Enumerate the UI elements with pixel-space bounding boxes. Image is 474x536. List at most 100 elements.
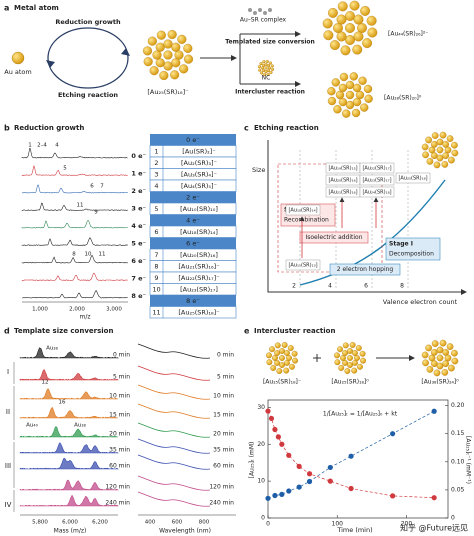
table-cell: 7	[154, 251, 158, 259]
data-point	[390, 431, 396, 437]
table-cell: 8	[154, 262, 158, 270]
label: [Au₄₄(SR)₂₆]²⁻	[388, 31, 428, 38]
atom	[262, 60, 266, 64]
table-cell: [Au₂₃(SR)₁₇]	[180, 285, 218, 293]
atom	[446, 135, 454, 142]
atom	[347, 355, 353, 361]
atom	[425, 136, 432, 144]
data-point	[431, 495, 437, 501]
species-label: [Au₁₉(SR)₁₅]	[328, 166, 357, 172]
time-label: 240 min	[105, 500, 130, 507]
spectrum	[19, 495, 119, 507]
table-cell	[149, 306, 237, 319]
complex-atom	[258, 8, 262, 12]
panel-letter: e	[244, 327, 250, 336]
uv-trace	[137, 422, 211, 438]
label: [Au₃₈(SR)₂₄]⁰	[421, 379, 459, 386]
atom	[430, 152, 438, 160]
row-label: 5 e⁻	[131, 240, 146, 248]
atom	[349, 342, 356, 348]
table-cell: [Au₂(SR)₃]⁻	[181, 159, 217, 167]
table-cell: 11	[152, 308, 160, 316]
species-label: [Au₂₀(SR)₁₆]	[328, 178, 357, 184]
atom	[441, 369, 449, 376]
tick-label: 400	[145, 520, 156, 526]
species-box	[285, 259, 321, 271]
spectrum	[19, 369, 119, 381]
atom	[174, 50, 184, 60]
atom	[355, 90, 365, 100]
label: Etching reaction	[58, 91, 118, 99]
atom	[433, 161, 441, 169]
atom	[362, 38, 373, 49]
atom	[264, 66, 268, 70]
stage-label: II	[6, 408, 10, 416]
atom	[266, 352, 272, 359]
atom	[336, 31, 347, 42]
y2-tick-label: 0	[451, 515, 455, 522]
growth-curve	[299, 179, 446, 286]
time-label: 0 min	[113, 352, 130, 359]
atom	[428, 146, 436, 154]
atom	[425, 344, 432, 352]
atom	[179, 64, 189, 74]
table-header	[150, 134, 236, 146]
atom	[426, 366, 434, 373]
time-label: 120 min	[105, 484, 130, 491]
peak-label: 11	[77, 203, 84, 209]
time-label: 35 min	[213, 447, 234, 454]
label: NC	[262, 75, 271, 82]
spectrum	[21, 165, 128, 176]
data-point	[431, 408, 437, 414]
atom	[274, 359, 281, 366]
atom	[337, 1, 348, 12]
atom	[448, 364, 455, 372]
y-tick-label: 20	[257, 441, 265, 448]
atom	[149, 66, 159, 76]
atom	[183, 54, 194, 64]
atom	[289, 363, 295, 370]
time-label: 20 min	[213, 431, 234, 438]
atom	[342, 359, 349, 366]
table-cell: [Au₂₁(SR)₁₆]⁻	[178, 262, 219, 270]
atom	[451, 149, 459, 157]
atom	[327, 7, 338, 18]
atom	[353, 14, 364, 25]
atom	[442, 140, 450, 148]
table-cell: [Au₁₈(SR)₁₄]	[180, 228, 218, 236]
table-cell: [Au₂₅(SR)₁₈]⁻	[178, 308, 219, 316]
atom	[155, 58, 165, 68]
atom	[436, 154, 444, 162]
time-label: 10 min	[213, 393, 234, 400]
stage-label: III	[5, 462, 11, 470]
data-point	[279, 441, 285, 447]
data-point	[286, 488, 292, 494]
peak-label: 10	[85, 252, 92, 258]
atom	[287, 345, 294, 351]
x-tick-label: 0	[266, 521, 270, 528]
row-label: 2 e⁻	[131, 187, 146, 195]
atom	[354, 355, 360, 361]
atom	[163, 50, 173, 60]
atom	[442, 348, 450, 356]
peak-label: 7	[100, 184, 104, 190]
species-label: [Au₁₈(SR)₁₄]	[288, 208, 317, 214]
atom	[353, 31, 364, 42]
atom	[279, 362, 285, 368]
y2-axis-label: [Au₂₅]ₜ⁻¹ (mM⁻¹)	[465, 436, 472, 484]
atom	[430, 348, 438, 356]
table-cell: 4	[154, 182, 158, 190]
label: Decomposition	[389, 251, 434, 258]
atom	[266, 63, 271, 68]
tick-label: 6,000	[62, 520, 78, 526]
atom	[260, 71, 264, 75]
atom	[340, 45, 351, 56]
panel-letter: a	[4, 4, 9, 13]
species-box	[285, 204, 321, 216]
atom	[159, 70, 169, 81]
axis-label: Mass (m/z)	[54, 528, 87, 535]
species-label: [Au₂₄(SR)₁₈]	[362, 190, 391, 196]
data-point	[296, 484, 302, 490]
atom	[439, 339, 447, 347]
